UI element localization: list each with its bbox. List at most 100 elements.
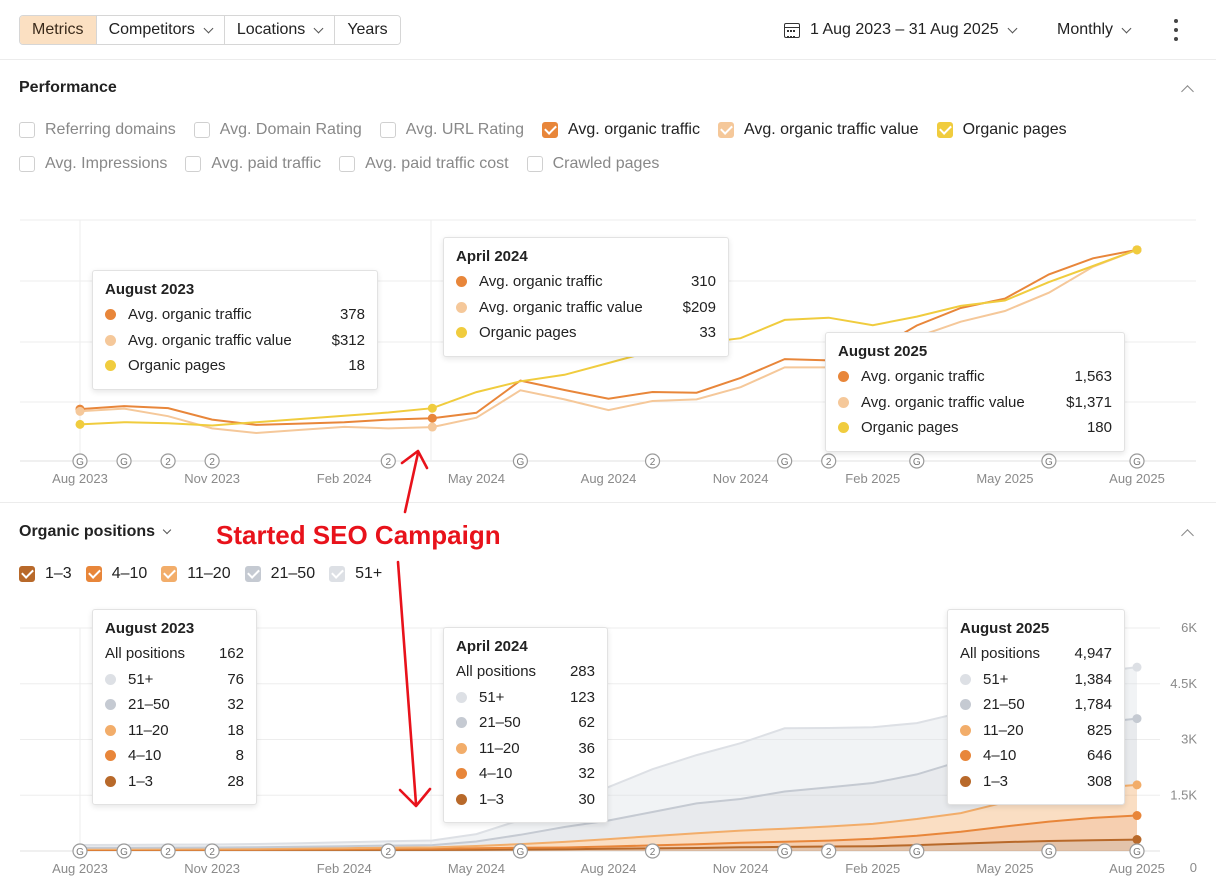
tab-metrics[interactable]: Metrics [20, 16, 97, 44]
checkbox[interactable] [717, 122, 734, 138]
series-line [79, 248, 1138, 426]
legend-1-3[interactable]: 1–3 [19, 565, 72, 583]
event-marker [72, 453, 88, 469]
series-line [79, 248, 1138, 435]
collapse-positions-icon[interactable] [1180, 526, 1194, 540]
series-dot [105, 334, 116, 346]
tooltip-total-row: All positions 162 [105, 645, 244, 663]
chevron-down-icon [162, 525, 172, 535]
event-marker-label: 2 [165, 847, 171, 858]
metrics-row-2: Avg. Impressions Avg. paid traffic Avg. … [19, 155, 677, 173]
date-range-picker[interactable]: 1 Aug 2023 – 31 Aug 2025 [784, 18, 1018, 42]
event-marker [909, 843, 925, 859]
collapse-performance-icon[interactable] [1180, 82, 1194, 96]
event-marker-label: 2 [209, 457, 215, 468]
metric-avg-url-rating[interactable]: Avg. URL Rating [379, 121, 524, 139]
x-tick-label: Aug 2023 [52, 471, 108, 486]
event-marker-label: 2 [826, 847, 832, 858]
event-marker-label: G [120, 457, 128, 468]
positions-legend: 1–3 4–10 11–20 21–50 51+ [19, 565, 396, 583]
y-tick-label: 6K [1181, 620, 1197, 635]
data-point [1132, 835, 1142, 845]
more-vertical-icon[interactable] [1168, 19, 1184, 41]
checkbox[interactable] [185, 156, 202, 172]
metric-avg-paid-traffic-cost[interactable]: Avg. paid traffic cost [339, 155, 509, 173]
event-marker-label: G [1133, 847, 1141, 858]
period-label: Monthly [1057, 21, 1114, 38]
legend-51-plus[interactable]: 51+ [329, 565, 382, 583]
tooltip-row: 11–20 825 [960, 718, 1112, 744]
tooltip-row: Organic pages 18 [105, 353, 365, 379]
checkbox[interactable] [379, 122, 396, 138]
tooltip-row: Avg. organic traffic value $209 [456, 295, 716, 321]
checkbox[interactable] [244, 566, 261, 582]
checkbox[interactable] [329, 566, 346, 582]
series-dot [960, 699, 971, 711]
metric-crawled-pages[interactable]: Crawled pages [526, 155, 659, 173]
x-tick-label: Aug 2023 [52, 861, 108, 876]
tooltip-row: Avg. organic traffic value $1,371 [838, 390, 1112, 416]
event-marker [644, 453, 661, 469]
x-tick-label: Feb 2025 [845, 861, 900, 876]
checkbox[interactable] [161, 566, 178, 582]
tooltip-row: Organic pages 33 [456, 320, 716, 346]
metric-avg-paid-traffic[interactable]: Avg. paid traffic [185, 155, 321, 173]
tooltip-august-2023: August 2023 Avg. organic traffic 378 Avg.… [92, 270, 378, 390]
checkbox[interactable] [339, 156, 356, 172]
event-marker-label: G [76, 457, 84, 468]
organic-positions-chart[interactable]: 0 1.5K 3K 4.5K 6K Aug 2023 Nov 2023 Feb 2024 May… [0, 600, 1216, 887]
event-marker [380, 453, 396, 469]
metric-referring-domains[interactable]: Referring domains [19, 121, 176, 139]
tab-competitors[interactable]: Competitors [96, 16, 225, 44]
series-dot [456, 768, 467, 780]
tooltip-row: Avg. organic traffic 310 [456, 269, 716, 295]
metric-avg-organic-traffic-value[interactable]: Avg. organic traffic value [717, 121, 919, 139]
metric-avg-domain-rating[interactable]: Avg. Domain Rating [193, 121, 362, 139]
series-dot [838, 371, 849, 383]
event-marker-label: G [1045, 457, 1053, 468]
checkbox[interactable] [526, 156, 543, 172]
organic-positions-title[interactable]: Organic positions [19, 523, 172, 541]
tooltip-row: 21–50 1,784 [960, 692, 1112, 718]
series-dot [105, 750, 116, 762]
data-point [75, 419, 85, 429]
checkbox[interactable] [19, 122, 35, 138]
event-marker-label: G [517, 847, 525, 858]
y-tick-label: 1.5K [1170, 787, 1197, 802]
x-tick-label: Aug 2024 [581, 471, 637, 486]
event-marker [777, 843, 793, 859]
checkbox[interactable] [19, 566, 35, 582]
legend-21-50[interactable]: 21–50 [244, 565, 315, 583]
data-point [1132, 714, 1142, 724]
date-range-label: 1 Aug 2023 – 31 Aug 2025 [810, 21, 999, 38]
legend-11-20[interactable]: 11–20 [161, 565, 231, 583]
series-line [80, 783, 1138, 850]
annotation-label: Started SEO Campaign [216, 520, 501, 550]
performance-chart[interactable]: Aug 2023 Nov 2023 Feb 2024 May 2024 Aug 2024… [0, 190, 1216, 495]
y-tick-label: 0 [1190, 860, 1197, 875]
tab-locations[interactable]: Locations [224, 16, 336, 44]
event-marker [1129, 843, 1145, 859]
period-select[interactable]: Monthly [1057, 18, 1132, 42]
event-marker-label: G [913, 457, 921, 468]
metric-avg-organic-traffic[interactable]: Avg. organic traffic [542, 121, 700, 139]
checkbox[interactable] [193, 122, 210, 138]
tab-years[interactable]: Years [335, 16, 400, 44]
x-tick-label: Feb 2025 [845, 471, 900, 486]
checkbox[interactable] [19, 156, 35, 172]
event-marker-label: 2 [209, 847, 215, 858]
legend-4-10[interactable]: 4–10 [85, 565, 147, 583]
tooltip-row: 51+ 1,384 [960, 667, 1112, 693]
event-marker-label: G [781, 457, 789, 468]
metric-avg-impressions[interactable]: Avg. Impressions [19, 155, 167, 173]
series-dot [456, 742, 467, 754]
series-line [79, 248, 1138, 427]
checkbox[interactable] [542, 122, 559, 138]
tooltip-row: Avg. organic traffic 378 [105, 302, 365, 328]
x-tick-label: Aug 2025 [1109, 861, 1165, 876]
event-marker-label: 2 [386, 457, 392, 468]
event-marker-label: G [517, 457, 525, 468]
checkbox[interactable] [936, 122, 953, 138]
metric-organic-pages[interactable]: Organic pages [936, 121, 1067, 139]
checkbox[interactable] [85, 566, 102, 582]
